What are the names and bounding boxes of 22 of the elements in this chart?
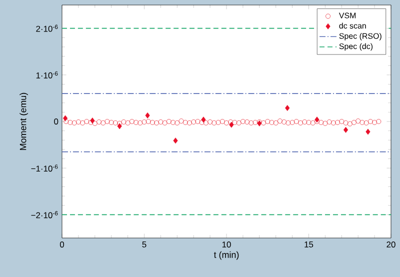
- point: [145, 112, 150, 118]
- point: [229, 122, 234, 128]
- x-axis-title: t (min): [214, 251, 239, 260]
- point: [173, 138, 178, 144]
- point: [343, 126, 348, 133]
- x-tick-label: 10: [222, 242, 231, 248]
- x-tick-label: 15: [304, 242, 314, 248]
- y-tick-label: −2·10$^{-6}$: [31, 211, 58, 218]
- y-axis-title: Moment (emu): [20, 92, 28, 150]
- y-tick-label: 1·10$^{-6}$: [36, 71, 58, 78]
- point: [285, 104, 290, 111]
- x-tick-label: 20: [386, 242, 396, 248]
- x-tick-label: 0: [60, 242, 64, 248]
- y-tick-label: −1·10$^{-6}$: [31, 164, 58, 172]
- point: [201, 116, 206, 123]
- y-tick-label: 0: [54, 118, 58, 124]
- point: [366, 128, 370, 135]
- x-tick-label: 5: [142, 242, 146, 248]
- point: [314, 116, 320, 123]
- point: [63, 115, 68, 122]
- y-tick-label: 2·10$^{-6}$: [36, 24, 58, 32]
- point: [117, 123, 122, 130]
